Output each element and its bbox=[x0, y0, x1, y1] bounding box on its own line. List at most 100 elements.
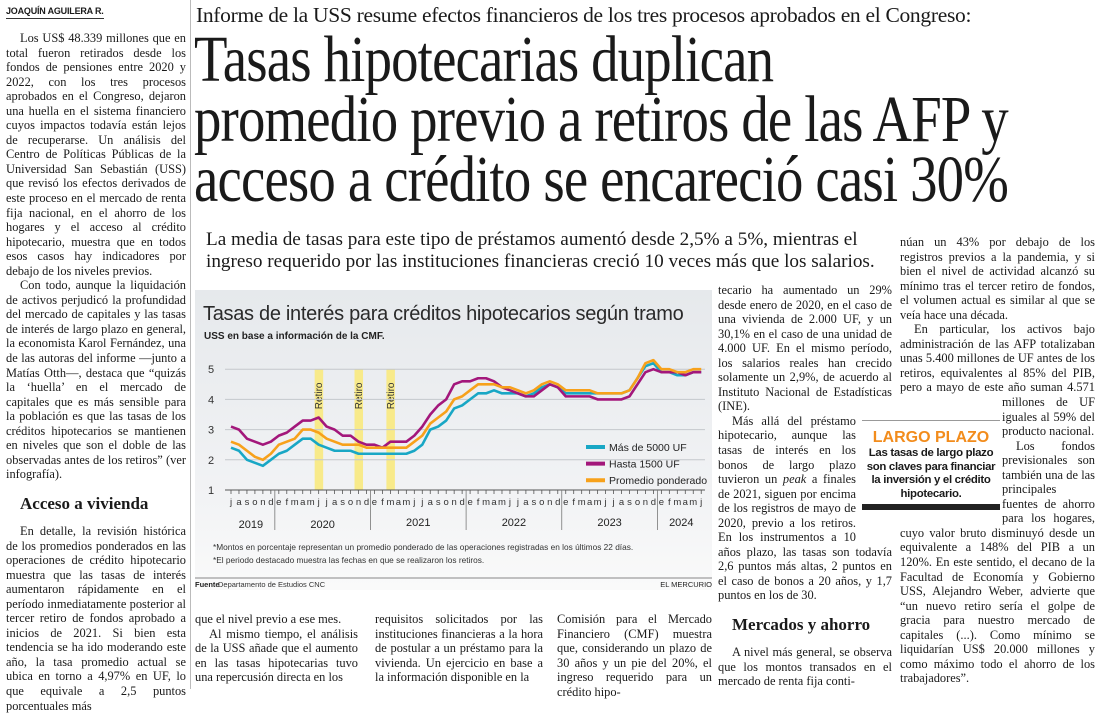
month-label: j bbox=[516, 497, 519, 508]
month-label: a bbox=[300, 497, 306, 508]
month-label: s bbox=[436, 497, 441, 508]
month-label: s bbox=[340, 497, 345, 508]
subheading: Acceso a vivienda bbox=[6, 494, 186, 514]
bottom-column-2: requisitos solicitados por las instituci… bbox=[375, 612, 543, 685]
y-tick-label: 2 bbox=[208, 455, 214, 467]
chart-title: Tasas de interés para créditos hipotecar… bbox=[203, 303, 684, 325]
month-label: a bbox=[587, 497, 593, 508]
paragraph: requisitos solicitados por las instituci… bbox=[375, 612, 543, 685]
paragraph: que el nivel previo a ese mes. bbox=[195, 612, 358, 627]
retiro-label: Retiro bbox=[386, 382, 397, 409]
month-label: s bbox=[531, 497, 536, 508]
chart-infographic: Tasas de interés para créditos hipotecar… bbox=[195, 290, 712, 590]
month-label: n bbox=[547, 497, 552, 508]
sidebox-text: Las tasas de largo plazo son claves para… bbox=[862, 447, 1000, 501]
month-label: a bbox=[523, 497, 529, 508]
bottom-column-3: Comisión para el Mercado Financiero (CMF… bbox=[557, 612, 712, 699]
month-label: s bbox=[627, 497, 632, 508]
month-label: f bbox=[285, 497, 288, 508]
month-label: m bbox=[402, 497, 410, 508]
chart-subtitle: USS en base a información de la CMF. bbox=[204, 331, 385, 342]
month-label: j bbox=[420, 497, 423, 508]
month-label: f bbox=[381, 497, 384, 508]
year-label: 2020 bbox=[310, 519, 334, 531]
month-label: d bbox=[651, 497, 656, 508]
retiro-label: Retiro bbox=[354, 382, 365, 409]
month-label: o bbox=[252, 497, 257, 508]
month-label: f bbox=[572, 497, 575, 508]
sidebar-box: LARGO PLAZO Las tasas de largo plazo son… bbox=[862, 420, 1000, 510]
subheading: Mercados y ahorro bbox=[718, 615, 892, 635]
month-label: d bbox=[268, 497, 273, 508]
headline-line: Tasas hipotecarias duplican bbox=[194, 30, 1100, 90]
column-rule bbox=[190, 0, 191, 689]
month-label: o bbox=[539, 497, 544, 508]
source-text: Departamento de Estudios CNC bbox=[218, 580, 326, 589]
month-label: j bbox=[412, 497, 415, 508]
y-tick-label: 3 bbox=[208, 425, 214, 437]
month-label: a bbox=[683, 497, 689, 508]
month-label: f bbox=[668, 497, 671, 508]
month-label: m bbox=[498, 497, 506, 508]
line-chart: Tasas de interés para créditos hipotecar… bbox=[195, 290, 712, 590]
month-label: n bbox=[643, 497, 648, 508]
month-label: e bbox=[563, 497, 568, 508]
month-label: o bbox=[635, 497, 640, 508]
year-label: 2023 bbox=[597, 517, 621, 529]
chart-footnote: *El periodo destacado muestra las fechas… bbox=[213, 555, 484, 565]
month-label: a bbox=[396, 497, 402, 508]
month-label: d bbox=[459, 497, 464, 508]
deck-line: La media de tasas para este tipo de prés… bbox=[206, 229, 896, 251]
month-label: j bbox=[611, 497, 614, 508]
month-label: n bbox=[260, 497, 265, 508]
byline: JOAQUÍN AGUILERA R. bbox=[6, 6, 104, 19]
month-label: a bbox=[236, 497, 242, 508]
month-label: o bbox=[348, 497, 353, 508]
y-tick-label: 4 bbox=[208, 394, 214, 406]
paragraph: núan un 43% por debajo de los registros … bbox=[900, 235, 1095, 322]
month-label: m bbox=[386, 497, 394, 508]
year-label: 2021 bbox=[406, 517, 430, 529]
month-label: a bbox=[619, 497, 625, 508]
month-label: j bbox=[604, 497, 607, 508]
month-label: e bbox=[276, 497, 281, 508]
paragraph: tecario ha aumentado un 29% desde enero … bbox=[718, 283, 892, 414]
month-label: j bbox=[699, 497, 702, 508]
paragraph: Al mismo tiempo, el análisis de la USS a… bbox=[195, 627, 358, 685]
month-label: s bbox=[245, 497, 250, 508]
paragraph: En detalle, la revisión histórica de los… bbox=[6, 524, 186, 713]
month-label: a bbox=[428, 497, 434, 508]
month-label: n bbox=[356, 497, 361, 508]
month-label: a bbox=[332, 497, 338, 508]
legend-label: Más de 5000 UF bbox=[609, 442, 687, 454]
month-label: j bbox=[317, 497, 320, 508]
month-label: f bbox=[477, 497, 480, 508]
month-label: m bbox=[578, 497, 586, 508]
month-label: m bbox=[291, 497, 299, 508]
paragraph: Con todo, aunque la liquidación de activ… bbox=[6, 278, 186, 482]
column-1: Los US$ 48.339 millones que en total fue… bbox=[6, 31, 186, 713]
headline: Tasas hipotecarias duplican promedio pre… bbox=[194, 30, 1100, 210]
month-label: m bbox=[689, 497, 697, 508]
month-label: e bbox=[659, 497, 664, 508]
year-label: 2024 bbox=[669, 517, 693, 529]
month-label: e bbox=[467, 497, 472, 508]
month-label: n bbox=[452, 497, 457, 508]
month-label: m bbox=[482, 497, 490, 508]
month-label: m bbox=[307, 497, 315, 508]
y-tick-label: 5 bbox=[208, 364, 214, 376]
month-label: j bbox=[229, 497, 232, 508]
paragraph: Los US$ 48.339 millones que en total fue… bbox=[6, 31, 186, 278]
bottom-column-1: que el nivel previo a ese mes. Al mismo … bbox=[195, 612, 358, 685]
month-label: o bbox=[444, 497, 449, 508]
month-label: d bbox=[555, 497, 560, 508]
deck-line: ingreso requerido por las instituciones … bbox=[206, 251, 896, 273]
month-label: e bbox=[372, 497, 377, 508]
retiro-label: Retiro bbox=[314, 382, 325, 409]
series-line-1 bbox=[231, 369, 701, 448]
sidebox-title: LARGO PLAZO bbox=[862, 429, 1000, 447]
y-tick-label: 1 bbox=[208, 485, 214, 497]
month-label: a bbox=[491, 497, 497, 508]
month-label: m bbox=[594, 497, 602, 508]
source-label: Fuente bbox=[195, 580, 220, 589]
